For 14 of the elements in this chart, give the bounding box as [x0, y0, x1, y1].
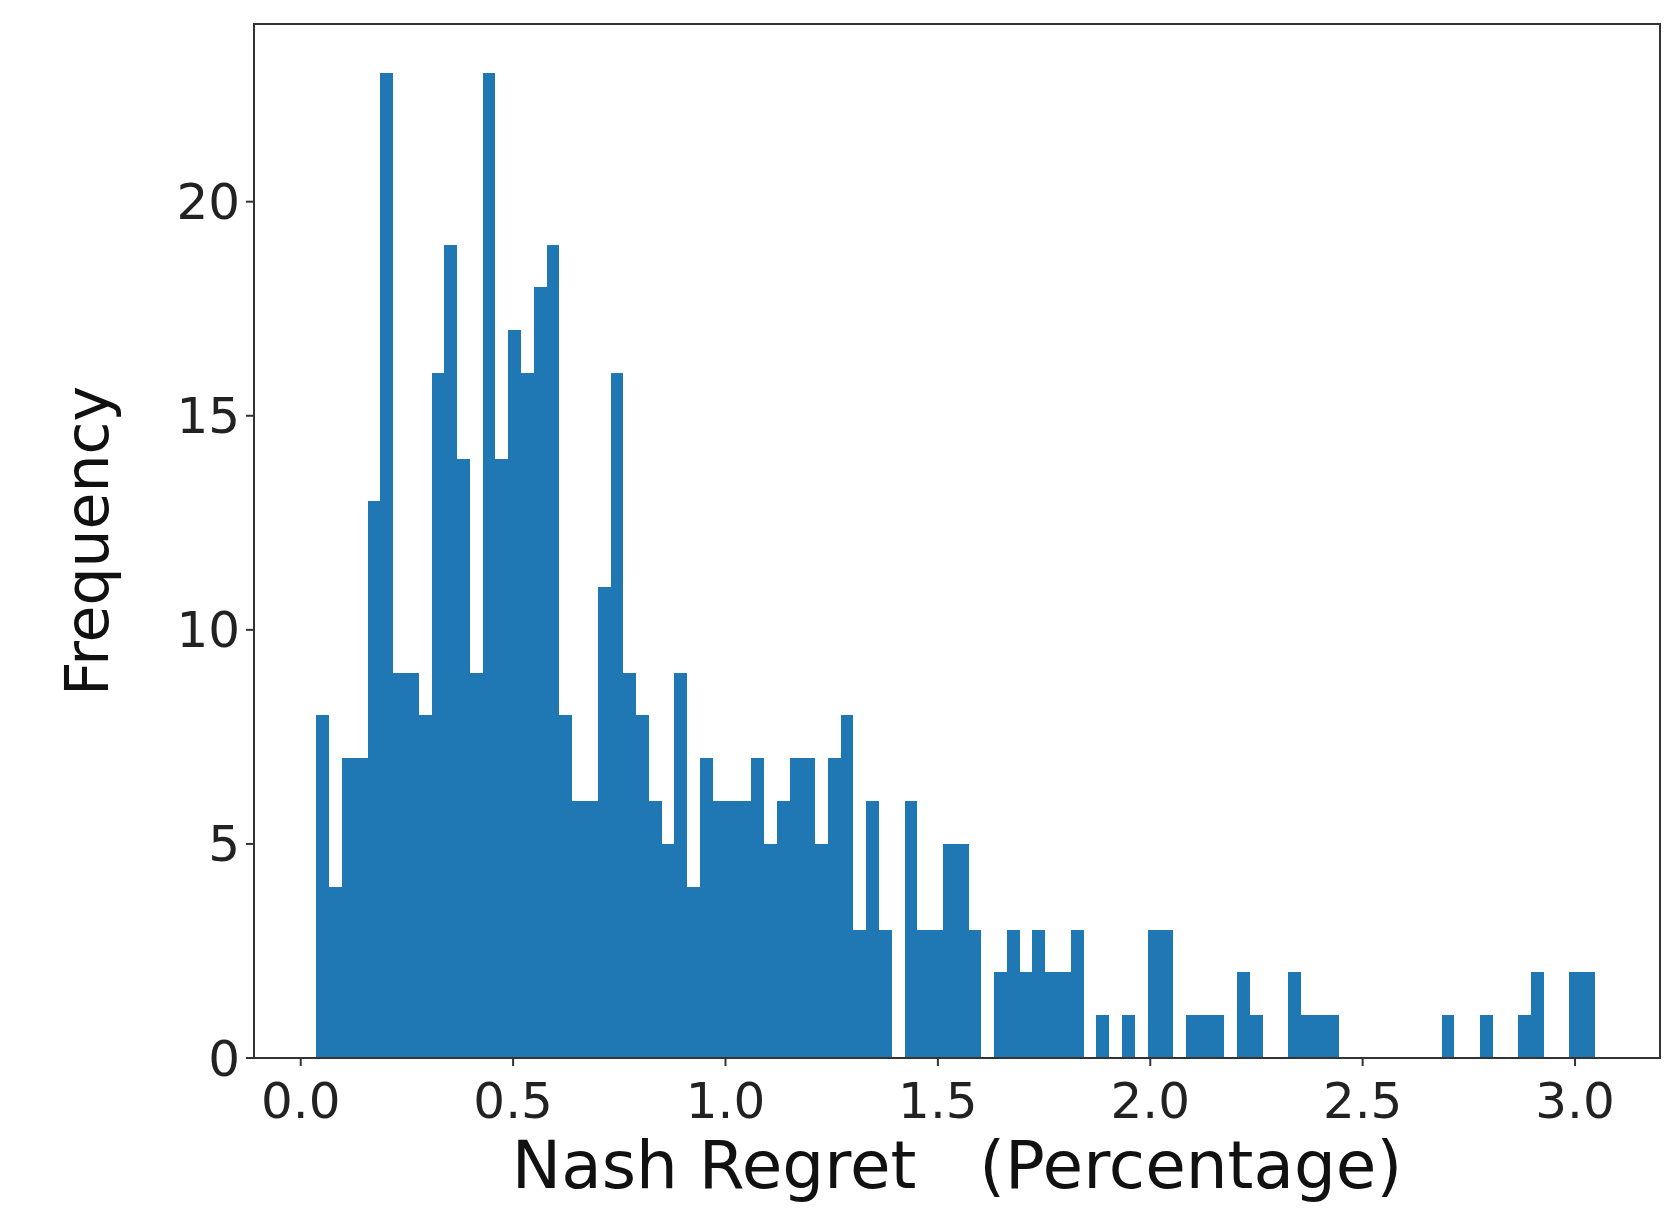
x-tick-label: 0.0: [260, 1072, 341, 1130]
x-tick-label: 3.0: [1535, 1072, 1615, 1130]
y-tick-label: 0: [208, 1029, 240, 1088]
x-tick-label: 1.0: [685, 1072, 766, 1130]
y-axis-title: Frequency: [52, 386, 122, 696]
y-tick-label: 5: [208, 815, 240, 874]
x-tick-label: 0.5: [473, 1072, 553, 1130]
y-tick-label: 15: [176, 387, 240, 446]
x-axis-title: Nash Regret (Percentage): [511, 1127, 1403, 1204]
x-tick-label: 1.5: [898, 1072, 978, 1130]
x-tick-label: 2.0: [1110, 1072, 1191, 1130]
x-tick-label: 2.5: [1322, 1072, 1403, 1130]
y-tick-label: 20: [176, 173, 240, 232]
y-tick-label: 10: [176, 601, 240, 660]
